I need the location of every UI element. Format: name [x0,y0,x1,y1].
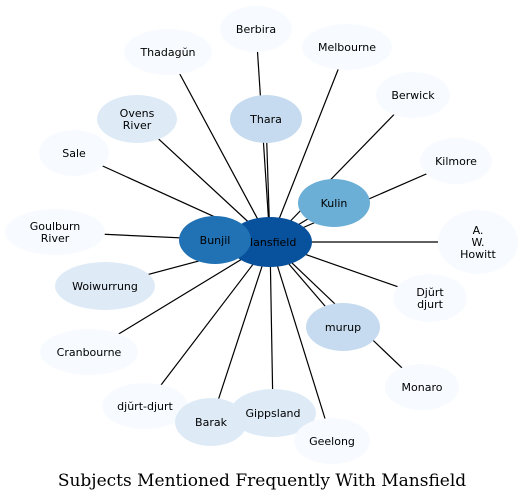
center-node-mansfield: Mansfield [228,217,312,267]
center-node-mansfield-shape [228,217,312,267]
node-geelong-label: Geelong [309,435,355,448]
node-djurt-djurt: djŭrt-djurt [102,383,188,429]
node-kilmore-shape [420,138,492,184]
node-kulin: Kulin [298,179,370,227]
node-kulin-shape [298,179,370,227]
node-barak: Barak [175,398,247,446]
node-cranbourne-shape [40,329,138,375]
node-kilmore: Kilmore [420,138,492,184]
node-berbira: Berbira [220,6,292,52]
node-monaro: Monaro [385,364,459,410]
node-kilmore-label: Kilmore [435,155,477,168]
node-djurt-djurt-shape [393,274,467,322]
edge-geelong [269,241,333,442]
node-thara: Thara [230,95,302,143]
node-barak-shape [175,398,247,446]
node-gippsland-shape [230,389,316,437]
edge-melbourne [269,46,348,243]
node-cranbourne-label: Cranbourne [57,346,122,359]
node-bunjil-label: Bunjil [200,234,231,247]
node-thadagun-label: Thadagŭn [139,46,195,59]
edge-gippsland [269,241,274,414]
node-gippsland: Gippsland [230,389,316,437]
edge-djurt-djurt [144,241,271,407]
node-geelong-shape [294,418,370,464]
node-thadagun: Thadagŭn [124,29,212,75]
node-thara-label: Thara [249,113,282,126]
node-melbourne-label: Melbourne [318,41,376,54]
node-ovens-river-shape [97,95,177,143]
node-ovens-river-label: Ovens River [120,107,155,132]
node-geelong: Geelong [294,418,370,464]
node-berwick: Berwick [376,72,450,118]
node-sale-shape [39,130,109,176]
node-a-w-howitt: A. W. Howitt [438,210,518,274]
node-cranbourne: Cranbourne [40,329,138,375]
node-sale: Sale [39,130,109,176]
node-gippsland-label: Gippsland [245,407,300,420]
node-bunjil: Bunjil [179,216,251,264]
node-berwick-shape [376,72,450,118]
edge-cranbourne [88,241,271,353]
node-thara-shape [230,95,302,143]
node-melbourne-shape [302,24,392,70]
node-murup: murup [306,303,380,351]
diagram-title: Subjects Mentioned Frequently With Mansf… [58,471,466,491]
edge-barak [210,241,271,423]
node-bunjil-shape [179,216,251,264]
node-a-w-howitt-shape [438,210,518,274]
node-barak-label: Barak [195,416,228,429]
node-woiwurrung-shape [55,262,155,310]
node-goulburn-river-label: Goulburn River [30,220,81,245]
node-murup-label: murup [325,321,361,334]
edge-berwick [269,94,414,243]
node-berbira-shape [220,6,292,52]
node-murup-shape [306,303,380,351]
node-a-w-howitt-label: A. W. Howitt [460,224,496,261]
center-node-mansfield-label: Mansfield [244,236,297,249]
node-monaro-shape [385,364,459,410]
node-melbourne: Melbourne [302,24,392,70]
node-goulburn-river-shape [5,209,105,255]
node-goulburn-river: Goulburn River [5,209,105,255]
node-ovens-river: Ovens River [97,95,177,143]
node-monaro-label: Monaro [402,381,443,394]
node-djurt-djurt-label: djŭrt-djurt [117,400,173,413]
nodes: Mansfield Berbira Thadagŭn Melbourne Thara Be… [5,6,518,464]
node-sale-label: Sale [62,147,86,160]
node-thadagun-shape [124,29,212,75]
edge-thadagun [167,51,271,243]
node-berwick-label: Berwick [391,89,435,102]
node-djurt-djurt: Djŭrt djurt [393,274,467,322]
node-djurt-djurt-shape [102,383,188,429]
node-djurt-djurt-label: Djŭrt djurt [416,286,444,311]
node-woiwurrung: Woiwurrung [55,262,155,310]
node-kulin-label: Kulin [321,197,348,210]
node-berbira-label: Berbira [236,23,276,36]
node-woiwurrung-label: Woiwurrung [72,280,138,293]
